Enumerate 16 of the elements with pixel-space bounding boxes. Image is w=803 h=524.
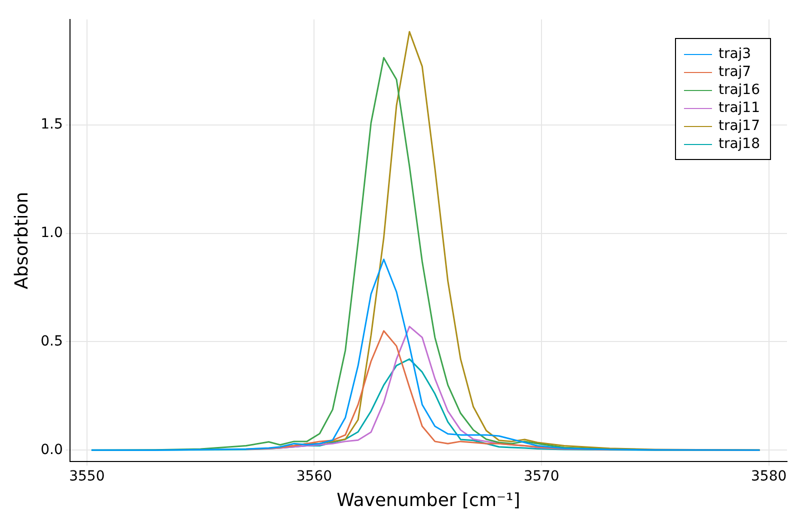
x-tick-label: 3560 [296,468,332,485]
legend-label: traj3 [718,46,752,62]
legend-label: traj7 [718,64,752,80]
legend-label: traj18 [718,136,760,152]
legend-label: traj11 [718,100,760,116]
x-tick-label: 3570 [524,468,560,485]
legend-label: traj17 [718,118,760,134]
y-tick-label: 1.0 [40,224,63,241]
legend-label: traj16 [718,82,760,98]
x-tick-label: 3580 [750,468,787,485]
x-axis-title: Wavenumber [cm⁻¹] [336,490,520,511]
y-tick-label: 0.0 [40,442,63,458]
y-tick-label: 1.5 [40,116,63,133]
y-tick-label: 0.5 [40,333,63,350]
x-tick-label: 3550 [69,468,105,485]
y-axis-title: Absorbtion [11,192,32,290]
